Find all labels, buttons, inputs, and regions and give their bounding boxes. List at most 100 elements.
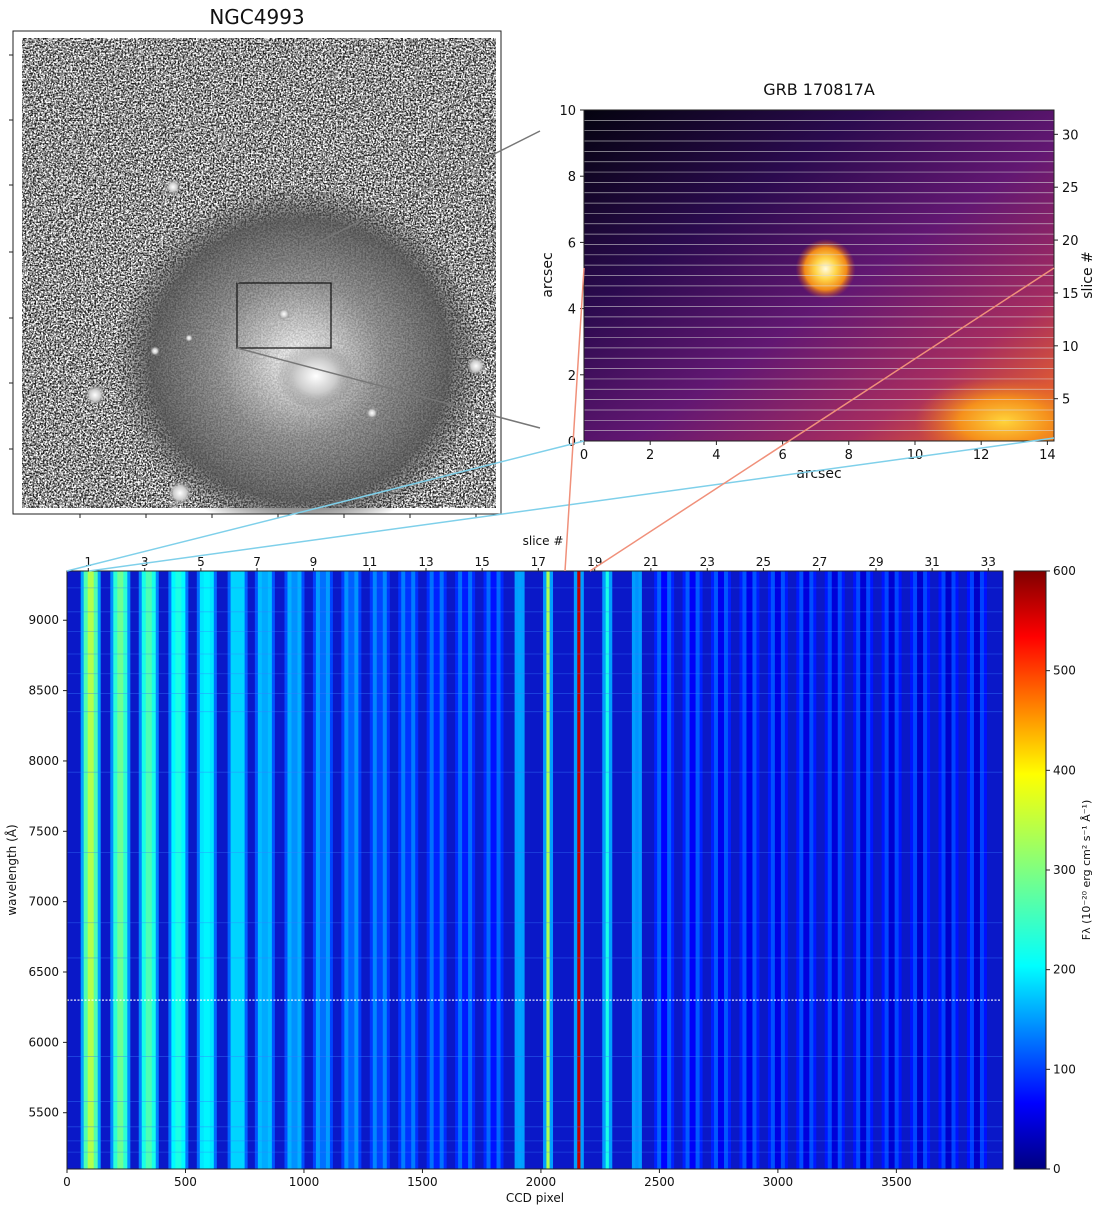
- tick-label: 23: [700, 555, 715, 569]
- tick-label: 9000: [28, 613, 59, 627]
- tick-label: 0: [63, 1175, 71, 1189]
- spectral-stripe-core: [376, 571, 383, 1169]
- spectral-stripe-core: [973, 571, 980, 1169]
- colorbar-ticks: 0 100 200 300 400 500 600: [1046, 564, 1076, 1176]
- zoom-connector: [236, 347, 541, 429]
- star: [167, 480, 193, 506]
- tick-label: 7: [253, 555, 261, 569]
- galaxy-panel: NGC4993: [9, 5, 502, 518]
- tick-label: 25: [756, 555, 771, 569]
- spectral-stripe-core: [319, 571, 326, 1169]
- spectrum-xlabel: CCD pixel: [506, 1191, 564, 1205]
- spectral-stripe-core: [234, 571, 241, 1169]
- tick-label: 0: [568, 435, 576, 450]
- spectral-stripe-core: [517, 571, 522, 1169]
- spectral-stripe-core: [746, 571, 753, 1169]
- tick-label: 8500: [28, 684, 59, 698]
- spectrum-slice-ticks: 1 3 5 7 9 11 13 15 17 19 21 23 25 27 29 31 33: [85, 555, 996, 571]
- grb-source: [278, 308, 290, 320]
- spectral-stripe-core: [433, 571, 440, 1169]
- tick-label: 500: [1053, 664, 1076, 678]
- colorbar: [1013, 570, 1047, 1170]
- star: [185, 334, 193, 342]
- tick-label: 10: [907, 448, 924, 463]
- tick-label: 1500: [407, 1175, 438, 1189]
- tick-label: 29: [868, 555, 883, 569]
- spectral-stripe-core: [203, 571, 210, 1169]
- galaxy-frame: [12, 30, 502, 515]
- tick-label: 3: [141, 555, 149, 569]
- tick-label: 2500: [644, 1175, 675, 1189]
- spectrum-stripes: [80, 571, 987, 1169]
- tick-label: 3000: [763, 1175, 794, 1189]
- spectral-stripe-core: [689, 571, 696, 1169]
- tick-label: 2: [568, 369, 576, 384]
- tick-label: 6: [778, 448, 786, 463]
- tick-label: 1000: [289, 1175, 320, 1189]
- grb-slice-ticks: 5 10 15 20 25 30: [1054, 128, 1079, 408]
- spectral-stripe-core: [661, 571, 668, 1169]
- colorbar-label: Fλ (10⁻²⁰ erg cm² s⁻¹ Å⁻¹): [1080, 800, 1093, 940]
- tick-label: 300: [1053, 863, 1076, 877]
- grb-point-source: [795, 238, 856, 299]
- spectral-stripe-core: [718, 571, 725, 1169]
- spectrum-y-ticks: 5500 6000 6500 7000 7500 8000 8500 9000: [28, 613, 67, 1120]
- tick-label: 7000: [28, 895, 59, 909]
- spectral-stripe-core: [117, 571, 124, 1169]
- slice-connector-blue: [88, 437, 1055, 572]
- tick-label: 13: [418, 555, 433, 569]
- tick-label: 25: [1062, 181, 1079, 196]
- tick-label: 12: [973, 448, 990, 463]
- star: [165, 179, 181, 195]
- spectrum-frame: [66, 570, 1004, 1170]
- tick-label: 4: [568, 303, 576, 318]
- tick-label: 10: [1062, 340, 1079, 355]
- tick-label: 6000: [28, 1035, 59, 1049]
- tick-label: 21: [643, 555, 658, 569]
- spectral-stripe-core: [635, 571, 639, 1169]
- spectral-stripe-core: [605, 571, 609, 1169]
- tick-label: 3500: [881, 1175, 912, 1189]
- star: [466, 356, 486, 376]
- spectrum-background: [67, 571, 1003, 1169]
- tick-label: 33: [981, 555, 996, 569]
- tick-label: 27: [812, 555, 827, 569]
- tick-label: 0: [1053, 1162, 1061, 1176]
- tick-label: 2000: [526, 1175, 557, 1189]
- galaxy-core-glow: [914, 376, 1054, 441]
- tick-label: 400: [1053, 763, 1076, 777]
- galaxy-title: NGC4993: [209, 5, 304, 29]
- tick-label: 200: [1053, 963, 1076, 977]
- tick-label: 600: [1053, 564, 1076, 578]
- grb-y2label: slice #: [1080, 251, 1096, 299]
- grb-ylabel: arcsec: [540, 252, 556, 297]
- tick-label: 20: [1062, 234, 1079, 249]
- tick-label: 9: [310, 555, 318, 569]
- slice-connectors: [66, 267, 1055, 572]
- spectral-stripe-core: [831, 571, 838, 1169]
- tick-label: 15: [1062, 287, 1079, 302]
- tick-label: 19: [587, 555, 602, 569]
- spectral-stripe-core: [917, 571, 924, 1169]
- tick-label: 30: [1062, 128, 1079, 143]
- tick-label: 8000: [28, 754, 59, 768]
- tick-label: 2: [646, 448, 654, 463]
- spectral-stripe-core: [261, 571, 268, 1169]
- star: [150, 346, 160, 356]
- spectral-stripe-core: [462, 571, 469, 1169]
- slice-connector-blue: [66, 440, 585, 572]
- spectral-stripe-core: [860, 571, 867, 1169]
- spectral-stripe-core: [145, 571, 152, 1169]
- tick-label: 5500: [28, 1106, 59, 1120]
- tick-label: 31: [925, 555, 940, 569]
- tick-label: 5: [197, 555, 205, 569]
- spectral-stripe-core: [490, 571, 497, 1169]
- tick-label: 10: [559, 104, 576, 119]
- tick-label: 6500: [28, 965, 59, 979]
- tick-label: 11: [362, 555, 377, 569]
- zoom-connectors: [236, 130, 541, 429]
- spectrum-x2label: slice #: [523, 534, 564, 548]
- tick-label: 0: [580, 448, 588, 463]
- spectrum-ylabel: wavelength (Å): [4, 824, 19, 915]
